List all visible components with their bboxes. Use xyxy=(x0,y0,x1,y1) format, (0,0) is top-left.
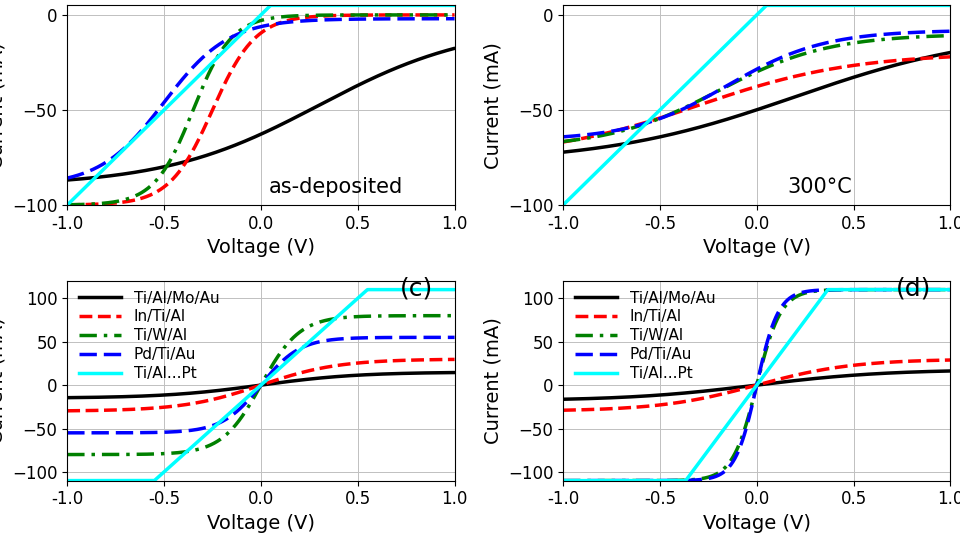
X-axis label: Voltage (V): Voltage (V) xyxy=(207,238,315,258)
X-axis label: Voltage (V): Voltage (V) xyxy=(703,238,810,258)
Legend: Ti/Al/Mo/Au, In/Ti/Al, Ti/W/Al, Pd/Ti/Au, Ti/Al...Pt: Ti/Al/Mo/Au, In/Ti/Al, Ti/W/Al, Pd/Ti/Au… xyxy=(79,291,219,381)
X-axis label: Voltage (V): Voltage (V) xyxy=(703,514,810,533)
Text: (d): (d) xyxy=(897,277,931,301)
Y-axis label: Current (mA): Current (mA) xyxy=(0,318,7,444)
Text: 300°C: 300°C xyxy=(788,177,852,197)
Y-axis label: Current (mA): Current (mA) xyxy=(483,318,502,444)
Legend: Ti/Al/Mo/Au, In/Ti/Al, Ti/W/Al, Pd/Ti/Au, Ti/Al...Pt: Ti/Al/Mo/Au, In/Ti/Al, Ti/W/Al, Pd/Ti/Au… xyxy=(574,291,715,381)
Y-axis label: Current (mA): Current (mA) xyxy=(483,42,502,168)
Text: (c): (c) xyxy=(400,277,434,301)
Y-axis label: Current (mA): Current (mA) xyxy=(0,42,7,168)
Text: as-deposited: as-deposited xyxy=(269,177,403,197)
X-axis label: Voltage (V): Voltage (V) xyxy=(207,514,315,533)
